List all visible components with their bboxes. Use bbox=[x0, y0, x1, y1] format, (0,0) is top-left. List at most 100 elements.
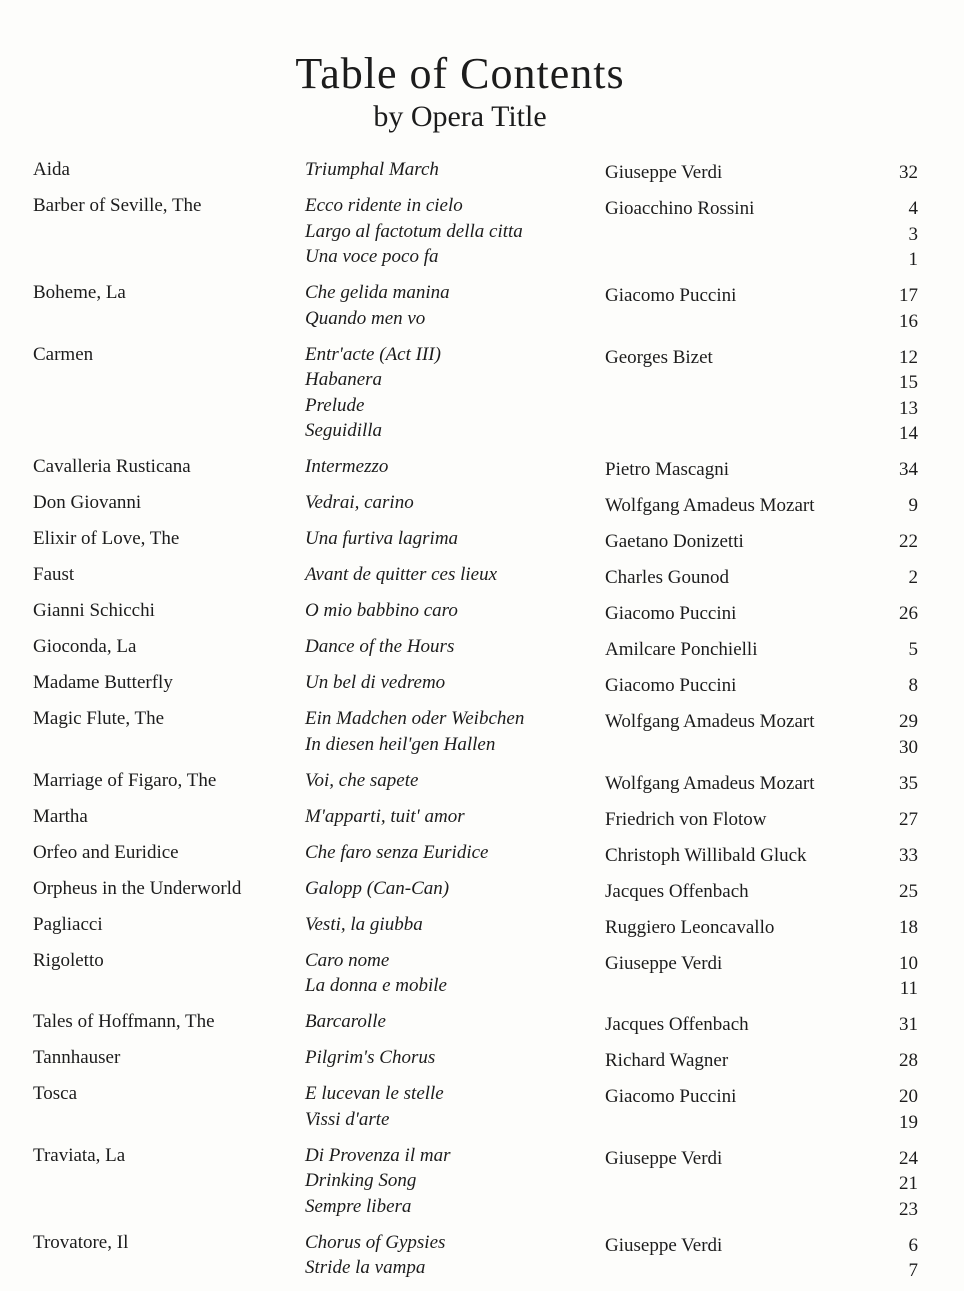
page-number: 9 bbox=[908, 495, 919, 516]
opera-title: Orpheus in the Underworld bbox=[33, 877, 242, 899]
page-number: 6 bbox=[908, 1234, 919, 1256]
piece-title: Quando men vo bbox=[305, 307, 426, 329]
page-number: 32 bbox=[899, 162, 918, 183]
piece-list: Barcarolle bbox=[305, 1009, 605, 1038]
page-number-list: 2 bbox=[868, 562, 919, 591]
contents-entry: Cavalleria Rusticana Intermezzo Pietro Mas… bbox=[33, 454, 918, 483]
page-number: 13 bbox=[899, 397, 918, 419]
piece-title: Sempre libera bbox=[305, 1195, 412, 1217]
page-number: 21 bbox=[899, 1173, 918, 1194]
piece-title: Pilgrim's Chorus bbox=[305, 1047, 436, 1068]
contents-entry: Magic Flute, The Ein Madchen oder Weibche… bbox=[33, 706, 918, 760]
contents-entry: Faust Avant de quitter ces lieux Charles G… bbox=[33, 562, 918, 591]
page-number-list: 8 bbox=[868, 670, 919, 699]
page-number: 24 bbox=[899, 1147, 918, 1169]
page-number: 30 bbox=[899, 736, 918, 758]
piece-list: Avant de quitter ces lieux bbox=[305, 562, 605, 591]
page-number: 8 bbox=[908, 675, 919, 696]
contents-entry: Trovatore, Il Chorus of Gypsies Stride la … bbox=[33, 1230, 918, 1284]
page-number: 11 bbox=[899, 978, 918, 999]
page-number-list: 22 bbox=[868, 526, 918, 555]
piece-title: Vissi d'arte bbox=[305, 1108, 390, 1130]
piece-title: E lucevan le stelle bbox=[305, 1083, 444, 1104]
page-number-list: 35 bbox=[868, 768, 918, 797]
opera-title: Tosca bbox=[33, 1083, 78, 1104]
opera-title: Aida bbox=[33, 159, 70, 180]
page-number: 27 bbox=[899, 808, 918, 830]
piece-title: Di Provenza il mar bbox=[305, 1144, 451, 1166]
piece-list: Galopp (Can-Can) bbox=[305, 876, 605, 905]
opera-title: Traviata, La bbox=[33, 1144, 126, 1166]
composer-name: Wolfgang Amadeus Mozart bbox=[605, 711, 815, 732]
piece-title: Entr'acte (Act III) bbox=[305, 343, 441, 365]
contents-entry: Gianni Schicchi O mio babbino caro Giacomo… bbox=[33, 598, 918, 627]
page-number-list: 4 3 1 bbox=[868, 193, 919, 273]
opera-title: Tannhauser bbox=[33, 1047, 121, 1068]
piece-title: Che gelida manina bbox=[305, 282, 450, 303]
piece-title: Galopp (Can-Can) bbox=[305, 877, 450, 899]
contents-entry: Tosca E lucevan le stelle Vissi d'arte Giac… bbox=[33, 1081, 918, 1135]
piece-title: Ein Madchen oder Weibchen bbox=[305, 708, 525, 729]
piece-title: Largo al factotum della citta bbox=[305, 220, 523, 242]
composer-name: Giuseppe Verdi bbox=[605, 952, 723, 974]
contents-entry: Don Giovanni Vedrai, carino Wolfgang Amade… bbox=[33, 490, 918, 519]
page-number: 5 bbox=[908, 639, 919, 660]
composer-name: Wolfgang Amadeus Mozart bbox=[605, 495, 815, 516]
contents-entry: Pagliacci Vesti, la giubba Ruggiero Leonca… bbox=[33, 912, 918, 941]
page-number: 28 bbox=[899, 1050, 918, 1071]
opera-title: Elixir of Love, The bbox=[33, 528, 180, 549]
page-number: 1 bbox=[908, 249, 919, 270]
page-number: 12 bbox=[899, 346, 918, 368]
page-number-list: 5 bbox=[868, 634, 919, 663]
piece-list: E lucevan le stelle Vissi d'arte bbox=[305, 1081, 605, 1135]
piece-list: Chorus of Gypsies Stride la vampa bbox=[305, 1230, 605, 1284]
page-number: 26 bbox=[899, 603, 918, 624]
piece-title: Barcarolle bbox=[305, 1011, 386, 1032]
page-number: 3 bbox=[908, 223, 919, 245]
piece-list: Vedrai, carino bbox=[305, 490, 605, 519]
piece-list: Che faro senza Euridice bbox=[305, 840, 605, 869]
composer-name: Gaetano Donizetti bbox=[605, 531, 744, 552]
opera-title: Pagliacci bbox=[33, 913, 103, 935]
page-number-list: 28 bbox=[868, 1045, 918, 1074]
piece-list: M'apparti, tuit' amor bbox=[305, 804, 605, 833]
page-number: 2 bbox=[908, 567, 919, 588]
page-number-list: 29 30 bbox=[868, 706, 918, 760]
page-number-list: 26 bbox=[868, 598, 918, 627]
page-number: 31 bbox=[899, 1014, 918, 1035]
composer-name: Friedrich von Flotow bbox=[605, 808, 767, 830]
opera-title: Cavalleria Rusticana bbox=[33, 456, 191, 477]
piece-title: Una furtiva lagrima bbox=[305, 528, 459, 549]
composer-name: Charles Gounod bbox=[605, 567, 730, 588]
piece-list: Intermezzo bbox=[305, 454, 605, 483]
opera-title: Barber of Seville, The bbox=[33, 195, 202, 216]
piece-list: Un bel di vedremo bbox=[305, 670, 605, 699]
piece-title: Caro nome bbox=[305, 949, 390, 971]
contents-entry: Rigoletto Caro nome La donna e mobile Giuse… bbox=[33, 948, 918, 1002]
page-number: 34 bbox=[899, 459, 918, 480]
page-number-list: 31 bbox=[868, 1009, 918, 1038]
page-number-list: 17 16 bbox=[868, 280, 918, 334]
page-number: 7 bbox=[908, 1260, 919, 1281]
opera-title: Madame Butterfly bbox=[33, 672, 173, 693]
composer-name: Giuseppe Verdi bbox=[605, 1234, 723, 1256]
piece-list: Vesti, la giubba bbox=[305, 912, 605, 941]
opera-title: Gioconda, La bbox=[33, 636, 137, 657]
page-number: 4 bbox=[908, 198, 919, 219]
page-number-list: 20 19 bbox=[868, 1081, 918, 1135]
opera-title: Don Giovanni bbox=[33, 492, 142, 513]
piece-title: Una voce poco fa bbox=[305, 246, 439, 267]
contents-entry: Elixir of Love, The Una furtiva lagrima Ga… bbox=[33, 526, 918, 555]
piece-list: Entr'acte (Act III) Habanera Prelude Seguid… bbox=[305, 342, 605, 447]
piece-list: Pilgrim's Chorus bbox=[305, 1045, 605, 1074]
piece-list: Voi, che sapete bbox=[305, 768, 605, 797]
opera-title: Tales of Hoffmann, The bbox=[33, 1011, 215, 1032]
contents-entry: Aida Triumphal March Giuseppe Verdi 32 bbox=[33, 157, 918, 186]
piece-title: Avant de quitter ces lieux bbox=[305, 564, 498, 585]
piece-title: Triumphal March bbox=[305, 159, 439, 180]
piece-list: Dance of the Hours bbox=[305, 634, 605, 663]
piece-title: Ecco ridente in cielo bbox=[305, 195, 463, 216]
contents-entry: Madame Butterfly Un bel di vedremo Giacomo… bbox=[33, 670, 918, 699]
composer-name: Giuseppe Verdi bbox=[605, 1147, 723, 1169]
piece-list: O mio babbino caro bbox=[305, 598, 605, 627]
